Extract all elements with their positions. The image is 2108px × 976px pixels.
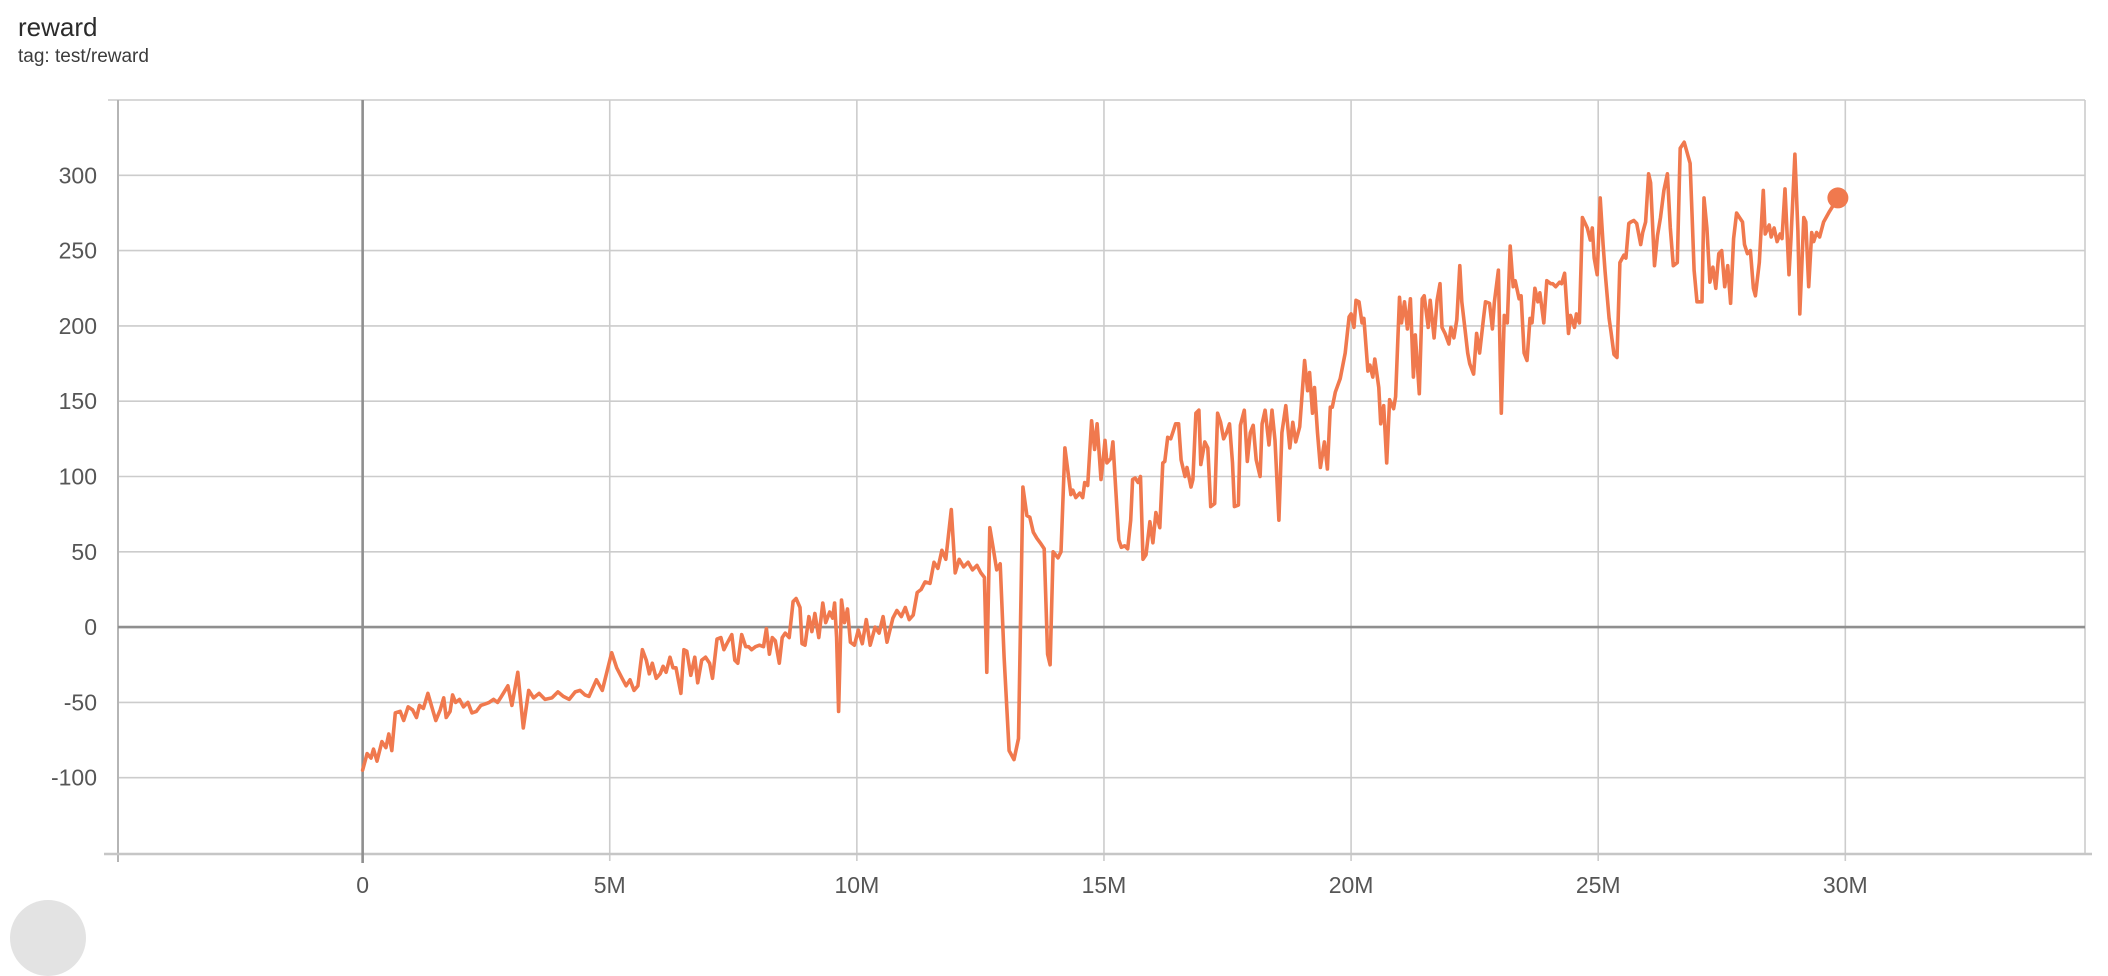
x-tick-label: 25M xyxy=(1576,872,1621,898)
y-tick-label: 150 xyxy=(59,388,97,414)
x-tick-label: 10M xyxy=(834,872,879,898)
chart-header: reward tag: test/reward xyxy=(18,12,149,70)
y-tick-label: 200 xyxy=(59,313,97,339)
x-tick-label: 5M xyxy=(594,872,626,898)
chart-tag-subtitle: tag: test/reward xyxy=(18,46,149,67)
y-tick-label: 0 xyxy=(84,614,97,640)
y-tick-label: 300 xyxy=(59,162,97,188)
x-tick-label: 0 xyxy=(356,872,369,898)
y-tick-label: -100 xyxy=(51,765,97,791)
reward-line-chart[interactable]: -100 -50 0 50 100 150 200 250 300 0 5M 10M 15M 20M 25M… xyxy=(0,0,2108,908)
y-tick-label: 100 xyxy=(59,464,97,490)
corner-action-button-partial[interactable] xyxy=(10,900,86,976)
y-tick-label: 250 xyxy=(59,238,97,264)
x-tick-label: 20M xyxy=(1329,872,1374,898)
x-tick-label: 15M xyxy=(1082,872,1127,898)
chart-title: reward xyxy=(18,12,98,42)
y-tick-label: 50 xyxy=(71,539,97,565)
y-tick-label: -50 xyxy=(64,689,97,715)
last-value-marker xyxy=(1827,187,1849,209)
reward-series-line[interactable] xyxy=(360,140,1840,773)
x-tick-label: 30M xyxy=(1823,872,1868,898)
